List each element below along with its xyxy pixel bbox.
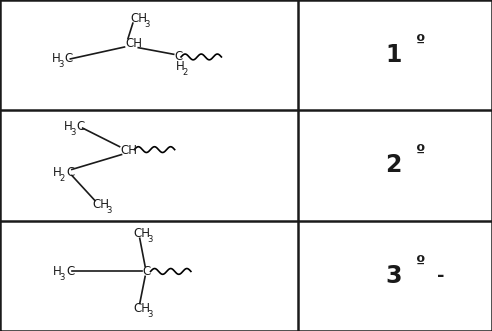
Text: 3: 3: [144, 20, 150, 29]
Text: CH: CH: [125, 37, 143, 50]
Text: 1: 1: [385, 43, 402, 67]
Text: CH: CH: [134, 227, 151, 240]
Text: º: º: [416, 143, 426, 161]
Text: 2: 2: [60, 173, 65, 183]
Text: º: º: [416, 254, 426, 272]
Text: CH: CH: [130, 12, 148, 25]
Text: C: C: [143, 265, 151, 278]
Text: H: H: [64, 120, 73, 133]
Text: 3: 3: [58, 60, 63, 70]
Text: CH: CH: [92, 198, 110, 211]
Text: º: º: [416, 32, 426, 50]
Text: 3: 3: [385, 264, 402, 288]
Text: C: C: [64, 52, 73, 66]
Text: CH: CH: [134, 302, 151, 315]
Text: 2: 2: [385, 154, 402, 177]
Text: 3: 3: [70, 128, 76, 137]
Text: C: C: [175, 50, 183, 64]
Text: CH: CH: [121, 144, 138, 157]
Text: H: H: [52, 52, 61, 66]
Text: 2: 2: [183, 68, 188, 77]
Text: 3: 3: [106, 206, 112, 215]
Text: 3: 3: [148, 310, 153, 319]
Text: C: C: [77, 120, 85, 133]
Text: H: H: [53, 265, 62, 278]
Text: H: H: [176, 60, 185, 73]
Text: -: -: [436, 267, 444, 285]
Text: 3: 3: [60, 273, 65, 282]
Text: C: C: [66, 166, 74, 179]
Text: 3: 3: [148, 235, 153, 244]
Text: H: H: [53, 166, 62, 179]
Text: C: C: [66, 265, 74, 278]
